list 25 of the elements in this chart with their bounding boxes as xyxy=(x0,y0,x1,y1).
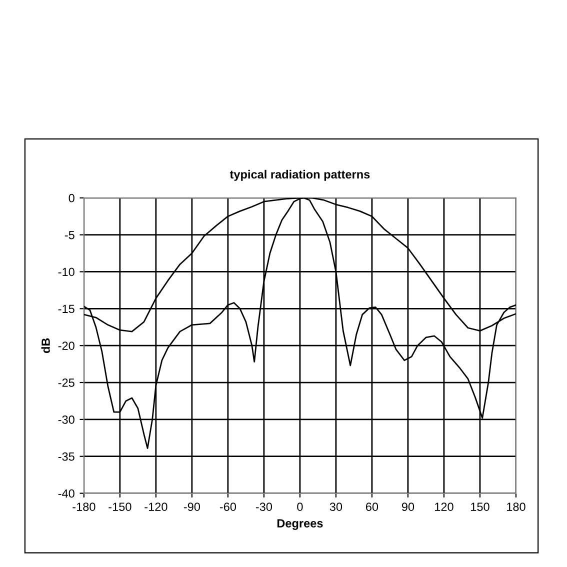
chart-title: typical radiation patterns xyxy=(230,170,370,181)
x-axis-title: Degrees xyxy=(277,519,323,530)
y-tick-label: -30 xyxy=(58,415,74,424)
x-tick-label: -120 xyxy=(144,502,168,511)
x-tick-label: 150 xyxy=(471,502,490,511)
x-tick-label: -180 xyxy=(72,502,96,511)
y-tick-label: -20 xyxy=(58,342,74,350)
x-tick-label: 60 xyxy=(366,502,378,511)
y-tick-label: -40 xyxy=(58,489,74,498)
x-tick-label: -150 xyxy=(108,502,132,511)
y-tick-label: -10 xyxy=(58,268,74,276)
x-tick-label: 0 xyxy=(297,502,303,511)
y-tick-label: -25 xyxy=(58,378,74,387)
x-tick-label: 180 xyxy=(507,502,526,511)
y-tick-label: 0 xyxy=(68,194,74,202)
y-axis-title: dB xyxy=(41,338,50,353)
x-tick-label: -60 xyxy=(220,502,236,511)
x-tick-label: 90 xyxy=(402,502,414,511)
y-tick-label: -35 xyxy=(58,452,74,461)
x-tick-label: -30 xyxy=(256,502,272,511)
y-tick-label: -5 xyxy=(64,230,74,240)
x-tick-label: -90 xyxy=(184,502,200,511)
y-tick-label: -15 xyxy=(58,304,74,314)
x-tick-label: 120 xyxy=(435,502,454,511)
x-tick-label: 30 xyxy=(330,502,342,511)
